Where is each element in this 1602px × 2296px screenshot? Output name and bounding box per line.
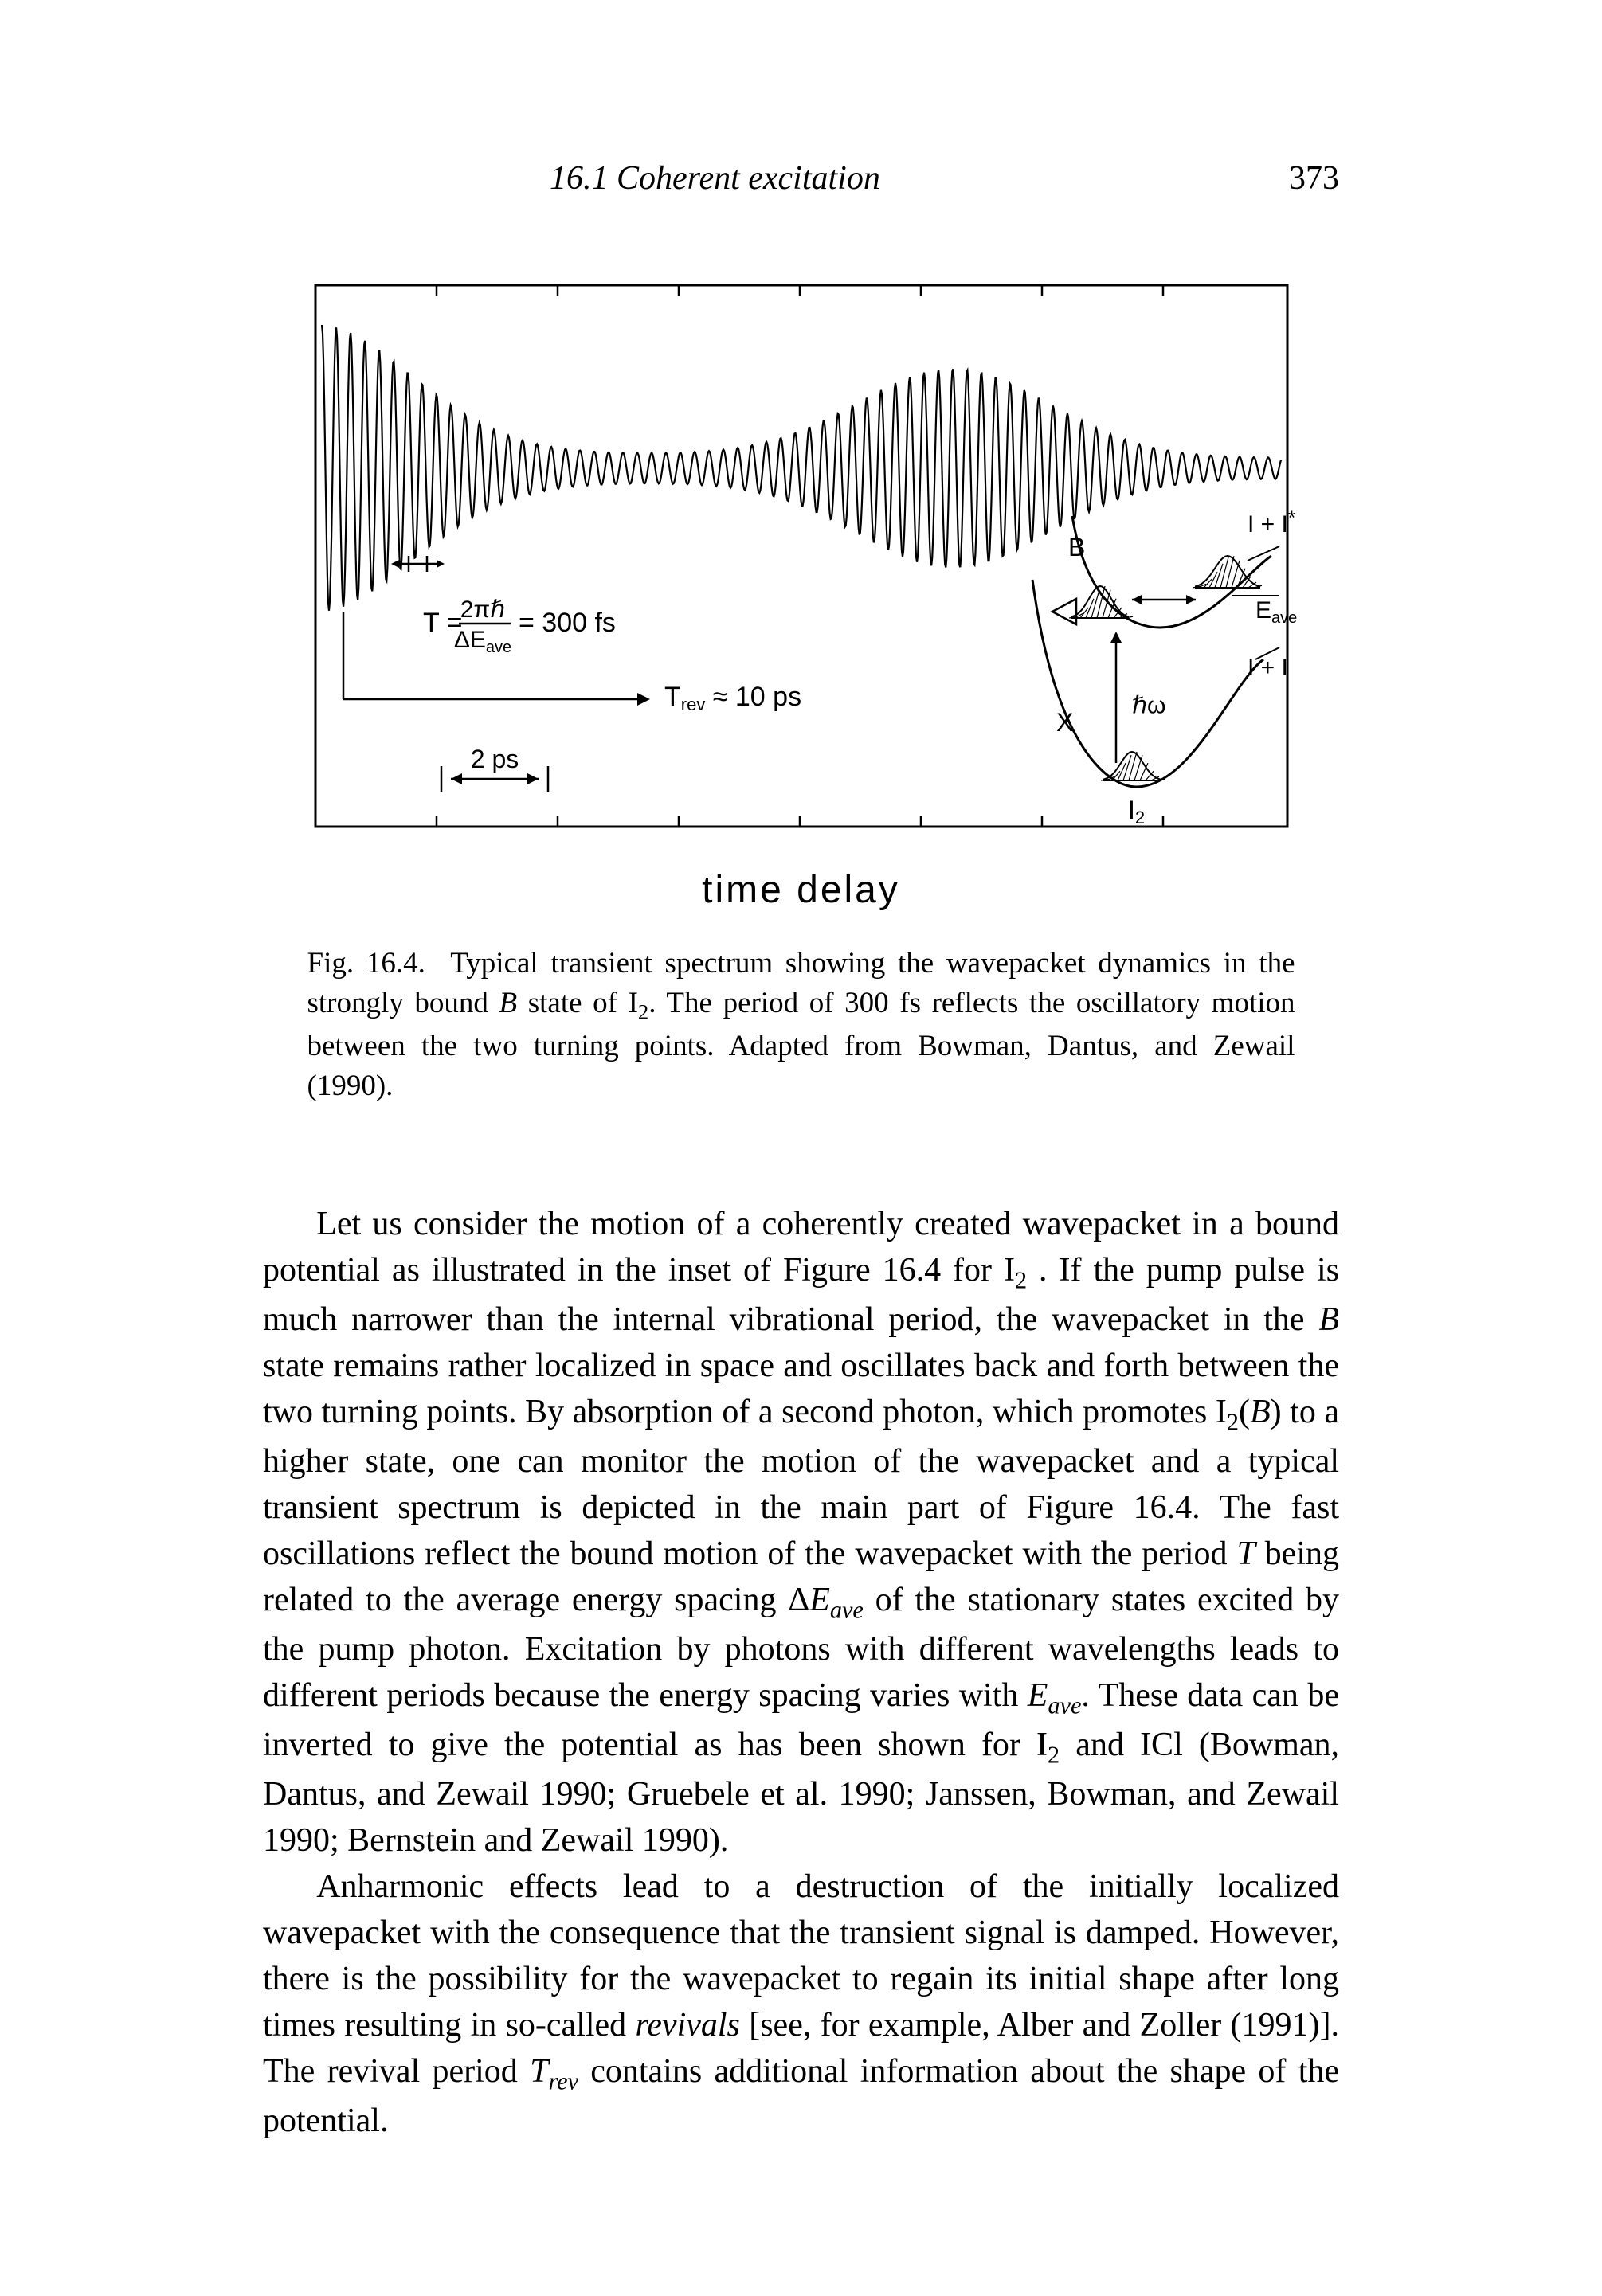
section-title: 16.1 Coherent excitation (550, 159, 880, 198)
figure-caption: Fig. 16.4. Typical transient spectrum sh… (307, 944, 1295, 1106)
page-number: 373 (1289, 159, 1339, 198)
page: 16.1 Coherent excitation 373 T =2πℏΔEave… (0, 0, 1602, 2296)
svg-text:ΔEave: ΔEave (453, 627, 511, 656)
svg-text:2 ps: 2 ps (470, 745, 518, 773)
svg-text:2πℏ: 2πℏ (460, 596, 504, 623)
figure-16-4: T =2πℏΔEave= 300 fsTrev ≈ 10 ps2 psℏωBXI… (300, 269, 1303, 1106)
x-axis-label: time delay (300, 868, 1303, 912)
body-text: Let us consider the motion of a coherent… (263, 1202, 1339, 2145)
paragraph-1: Let us consider the motion of a coherent… (263, 1202, 1339, 1864)
transient-spectrum-chart: T =2πℏΔEave= 300 fsTrev ≈ 10 ps2 psℏωBXI… (300, 269, 1303, 859)
svg-text:B: B (1068, 533, 1085, 561)
svg-text:I + I: I + I (1248, 655, 1288, 681)
running-head: 16.1 Coherent excitation 373 (263, 159, 1339, 198)
svg-text:Trev ≈ 10 ps: Trev ≈ 10 ps (664, 682, 801, 714)
svg-text:X: X (1056, 708, 1073, 737)
svg-text:Eave: Eave (1255, 597, 1297, 627)
paragraph-2: Anharmonic effects lead to a destruction… (263, 1864, 1339, 2145)
svg-text:= 300 fs: = 300 fs (519, 608, 616, 638)
svg-text:I2: I2 (1128, 796, 1145, 827)
svg-text:ℏω: ℏω (1132, 693, 1165, 719)
